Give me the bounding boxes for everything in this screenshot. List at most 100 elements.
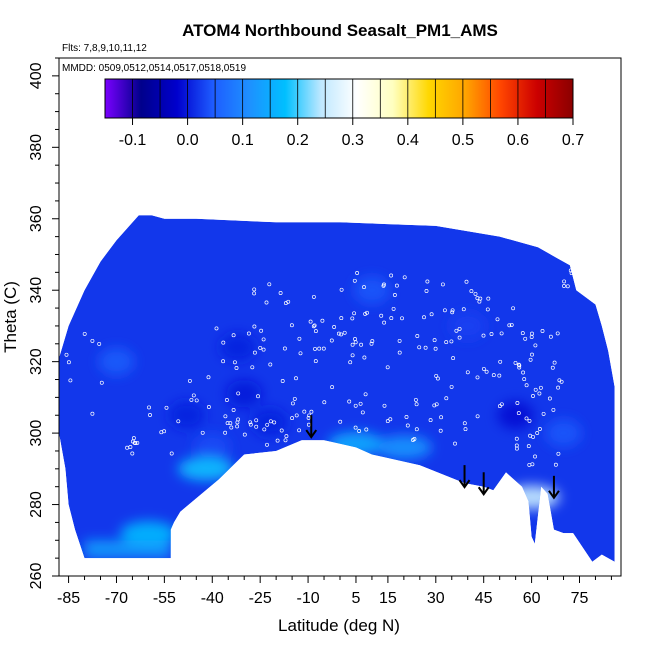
sample-point	[533, 454, 537, 459]
sample-point	[439, 415, 444, 420]
colorbar-tick-label: 0.2	[287, 132, 309, 149]
sample-point	[433, 346, 438, 351]
x-tick-label: -25	[249, 590, 272, 607]
sample-point	[550, 365, 555, 370]
field-patch	[497, 401, 534, 430]
sample-point	[302, 409, 307, 414]
sample-point	[236, 417, 241, 422]
sample-point	[511, 306, 516, 311]
sample-point	[64, 352, 69, 357]
sample-point	[533, 343, 538, 348]
sample-point	[252, 324, 257, 329]
sample-point	[187, 378, 192, 383]
colorbar-bar	[104, 78, 574, 119]
sample-point	[358, 401, 363, 406]
y-tick-label: 360	[28, 205, 45, 232]
sample-point	[362, 355, 367, 360]
sample-point	[278, 291, 283, 295]
field-patch	[219, 333, 256, 362]
sample-point	[298, 351, 303, 356]
sample-point	[225, 421, 230, 426]
sample-point	[514, 436, 519, 441]
sample-point	[355, 271, 360, 275]
colorbar-tick-label: 0.4	[397, 132, 419, 149]
chart-title: ATOM4 Northbound Seasalt_PM1_AMS	[182, 21, 498, 40]
sample-point	[533, 387, 538, 392]
sample-point	[412, 437, 417, 441]
sample-point	[350, 342, 355, 347]
sample-point	[147, 405, 151, 410]
sample-point	[524, 416, 529, 421]
sample-point	[562, 279, 567, 284]
sample-point	[585, 259, 590, 264]
sample-point	[236, 391, 241, 396]
sample-point	[509, 322, 514, 327]
sample-point	[353, 425, 358, 430]
sample-point	[159, 430, 164, 435]
sample-point	[261, 347, 266, 352]
sample-point	[235, 424, 240, 429]
sample-point	[526, 444, 531, 449]
sample-point	[528, 433, 533, 438]
sample-point	[457, 335, 462, 340]
heatmap-field	[59, 215, 615, 562]
sample-point	[189, 397, 194, 402]
field-patch	[194, 433, 231, 462]
sample-point	[535, 431, 540, 435]
sample-point	[522, 377, 527, 382]
sample-point	[495, 317, 500, 322]
sample-point	[528, 357, 533, 362]
sample-point	[336, 331, 341, 336]
sample-point	[365, 310, 369, 315]
sample-point	[516, 411, 521, 416]
sample-point	[465, 370, 470, 375]
sample-point	[229, 425, 234, 430]
sample-point	[223, 414, 228, 419]
x-axis: -85 -70 -55 -40 -25 -10 5 15 30 45 60 75	[57, 576, 612, 607]
sample-point	[264, 300, 269, 305]
sample-point	[414, 402, 419, 407]
sample-point	[428, 418, 433, 423]
sample-point	[569, 271, 574, 276]
sample-point	[362, 285, 366, 290]
x-tick-label: -55	[153, 590, 176, 607]
sample-point	[194, 398, 199, 403]
sample-point	[463, 427, 468, 432]
sample-point	[265, 422, 270, 427]
sample-point	[475, 414, 480, 419]
enhanced-region	[327, 431, 384, 456]
sample-point	[562, 284, 566, 288]
sample-point	[451, 356, 456, 361]
sample-point	[388, 417, 393, 422]
sample-point	[523, 336, 528, 341]
sample-point	[382, 403, 387, 408]
sample-point	[389, 273, 394, 278]
sample-point	[311, 294, 316, 299]
sample-point	[248, 422, 253, 427]
sample-point	[507, 323, 512, 328]
sample-point	[475, 375, 480, 380]
sample-point	[556, 385, 561, 390]
sample-point	[258, 345, 263, 350]
sample-point	[553, 462, 558, 467]
sample-point	[429, 312, 434, 317]
sample-point	[338, 419, 343, 424]
sample-point	[339, 332, 344, 337]
arrow-head	[305, 429, 318, 439]
sample-point	[551, 407, 556, 412]
sample-point	[313, 346, 317, 351]
sample-point	[435, 376, 440, 381]
sample-point	[449, 384, 454, 389]
sample-point	[517, 365, 522, 370]
enhanced-region	[503, 485, 560, 510]
sample-point	[530, 462, 535, 467]
sample-point	[252, 291, 257, 296]
sample-point	[434, 373, 439, 378]
sample-point	[499, 402, 504, 407]
sample-point	[434, 402, 439, 407]
sample-point	[329, 338, 334, 343]
sample-point	[364, 427, 369, 432]
sample-point	[453, 441, 457, 446]
x-tick-label: 5	[352, 590, 361, 607]
